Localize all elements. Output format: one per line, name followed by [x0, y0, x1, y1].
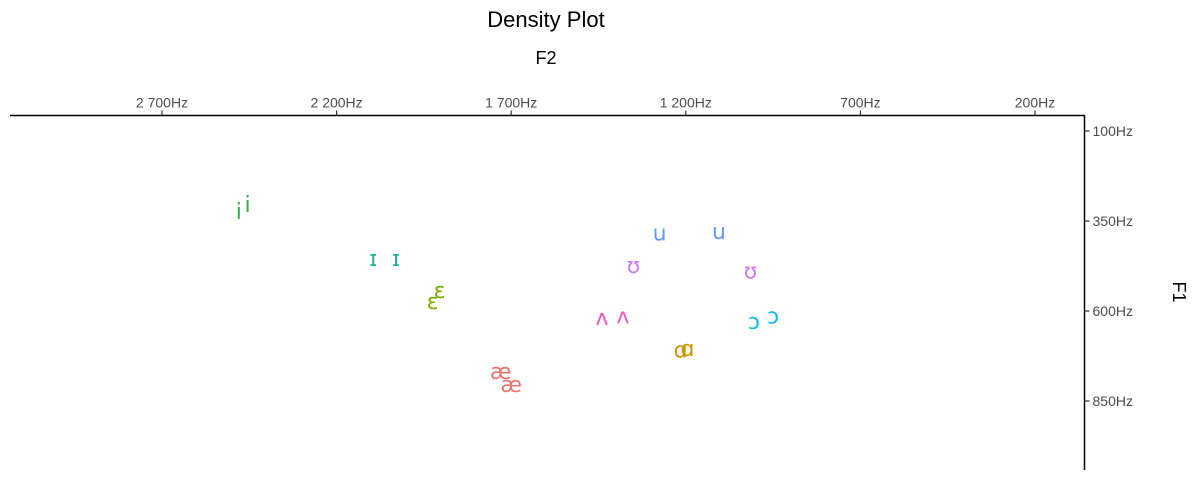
vowel-point: ʌ [595, 306, 608, 331]
vowel-point: æ [500, 373, 522, 398]
vowel-point: ɔ [767, 304, 779, 329]
vowel-point: u [653, 222, 667, 247]
x-axis-ticks: 2 700Hz 2 200Hz 1 700Hz 1 200Hz 700Hz 200Hz [136, 95, 1055, 116]
x-tick-label: 200Hz [1015, 95, 1055, 111]
vowel-point: i [236, 200, 242, 225]
vowel-point: ʊ [627, 254, 641, 279]
vowel-point: ɔ [748, 310, 760, 335]
y-tick-label: 100Hz [1093, 123, 1133, 139]
vowel-point: ɑ [674, 339, 688, 364]
vowel-point: ɑ [681, 337, 695, 362]
x-tick-label: 1 700Hz [485, 95, 537, 111]
vowel-point: ʊ [744, 259, 758, 284]
vowel-point: ɪ [369, 247, 377, 272]
vowel-point: i [244, 193, 250, 218]
x-tick-label: 2 700Hz [136, 95, 188, 111]
vowel-point: u [712, 220, 726, 245]
y-tick-label: 600Hz [1093, 303, 1133, 319]
chart-title: Density Plot [487, 7, 604, 32]
vowel-point: ʌ [616, 304, 629, 329]
x-tick-label: 1 200Hz [660, 95, 712, 111]
y-axis-title: F1 [1169, 281, 1189, 302]
vowel-point: æ [490, 360, 512, 385]
y-tick-label: 850Hz [1093, 393, 1133, 409]
x-tick-label: 700Hz [840, 95, 880, 111]
vowel-point: ɛ [434, 279, 446, 304]
x-axis-title: F2 [535, 48, 556, 68]
x-tick-label: 2 200Hz [311, 95, 363, 111]
vowel-point: ɛ [427, 290, 439, 315]
vowel-point: ɪ [392, 247, 400, 272]
y-axis-ticks: 100Hz 350Hz 600Hz 850Hz [1084, 123, 1133, 409]
y-tick-label: 350Hz [1093, 213, 1133, 229]
